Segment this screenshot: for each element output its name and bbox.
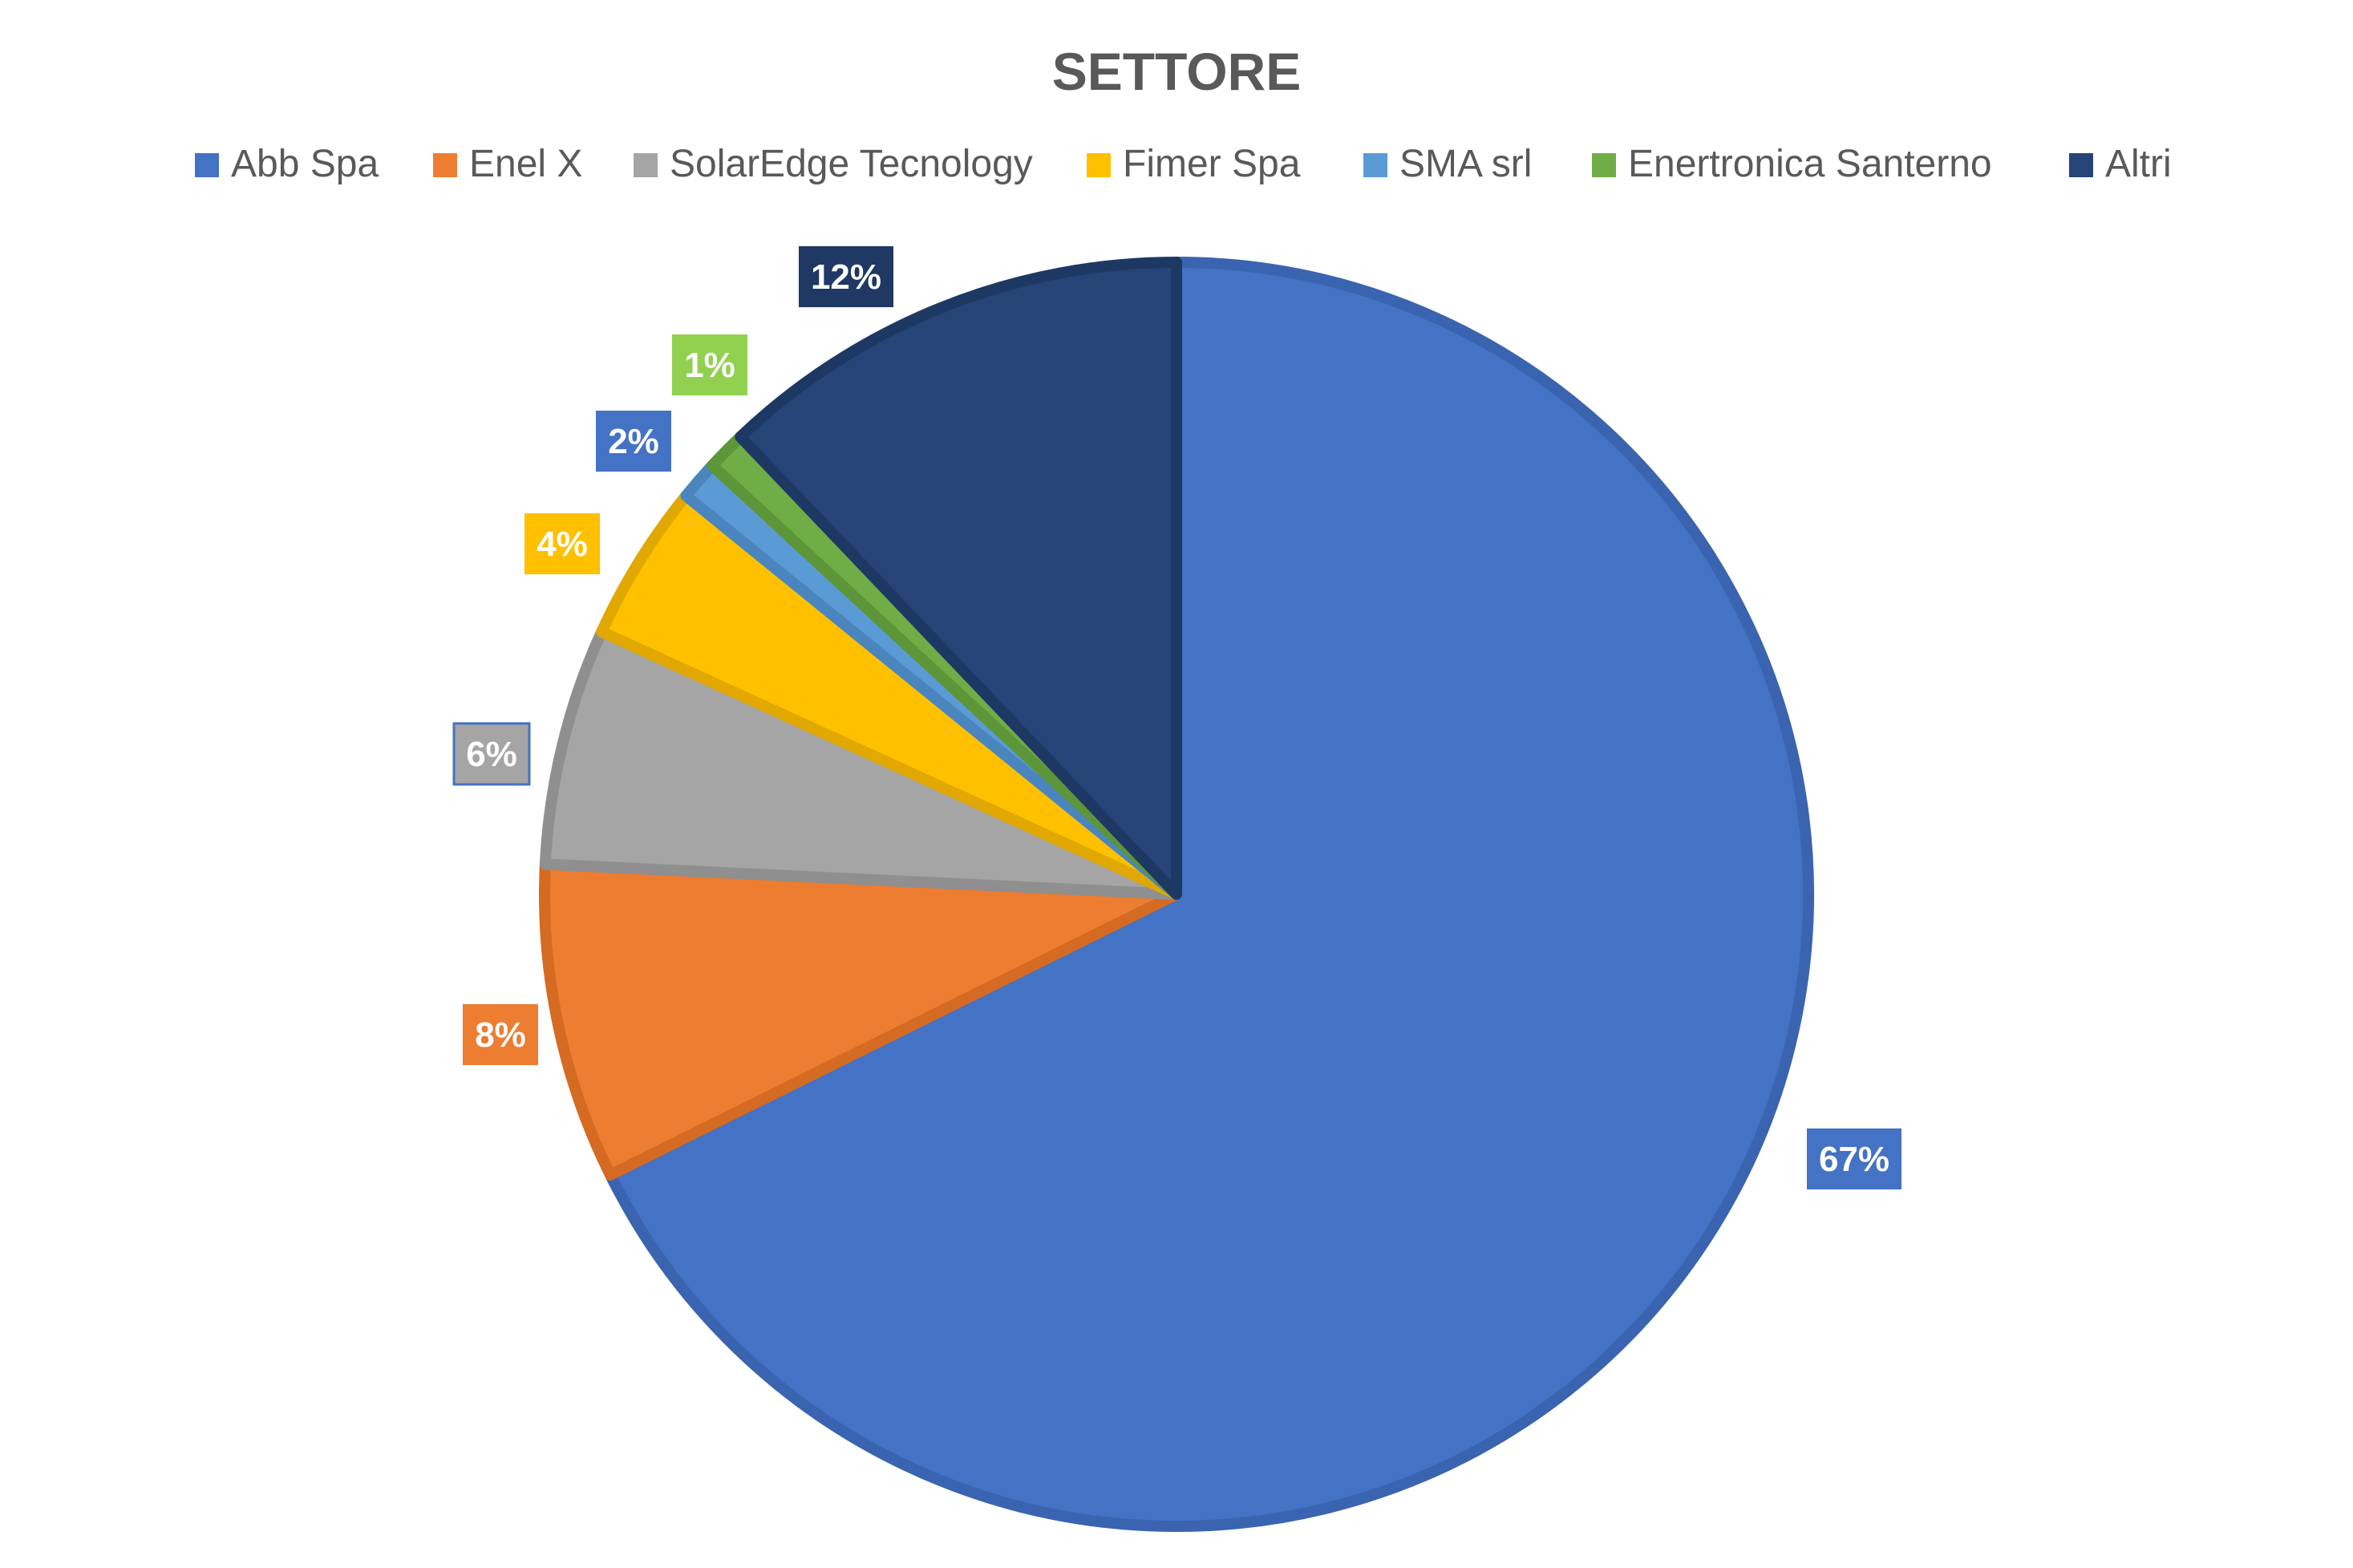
data-label-altri: 12%	[799, 246, 893, 307]
legend-swatch	[195, 153, 219, 177]
legend-entry-altri: Altri	[2069, 143, 2172, 185]
legend-entry-enertronica-santerno: Enertronica Santerno	[1592, 143, 1992, 185]
legend-swatch	[1087, 153, 1111, 177]
legend-label: Abb Spa	[231, 143, 379, 185]
legend-swatch	[433, 153, 457, 177]
legend-entry-abb-spa: Abb Spa	[195, 143, 379, 185]
legend-label: Altri	[2105, 143, 2172, 185]
legend-label: Fimer Spa	[1123, 143, 1301, 185]
data-label-sma-srl: 2%	[596, 411, 671, 472]
data-label-text: 1%	[684, 346, 735, 385]
data-label-text: 8%	[475, 1015, 526, 1055]
legend-label: Enertronica Santerno	[1628, 143, 1992, 185]
chart-title: SETTORE	[1052, 42, 1302, 101]
data-label-abb-spa: 67%	[1807, 1128, 1901, 1189]
legend-swatch	[1592, 153, 1616, 177]
data-label-box	[452, 722, 531, 786]
pie-slices	[539, 257, 1814, 1532]
legend-label: SMA srl	[1399, 143, 1532, 185]
legend-swatch	[1363, 153, 1387, 177]
legend-entry-solaredge-tecnology: SolarEdge Tecnology	[634, 143, 1033, 185]
data-label-text: 2%	[608, 422, 659, 461]
pie-slice-solaredge-tecnology	[539, 626, 1182, 900]
legend-label: SolarEdge Tecnology	[670, 143, 1033, 185]
data-label-box	[672, 334, 747, 395]
data-label-box	[524, 513, 600, 574]
data-labels: 67% 8% 6% 4% 2% 1% 12%	[452, 246, 1901, 1189]
legend-entry-enel-x: Enel X	[433, 143, 582, 185]
data-label-box	[596, 411, 671, 472]
data-label-text: 6%	[466, 735, 517, 774]
data-label-enertronica-santerno: 1%	[672, 334, 747, 395]
data-label-solaredge-tecnology: 6%	[452, 722, 531, 786]
legend-entry-fimer-spa: Fimer Spa	[1087, 143, 1301, 185]
pie-slice-abb-spa	[604, 257, 1814, 1532]
data-label-text: 4%	[537, 525, 588, 564]
data-label-text: 12%	[811, 257, 881, 297]
data-label-text: 67%	[1819, 1140, 1889, 1179]
pie-slice-enel-x	[539, 858, 1182, 1181]
legend-entry-sma-srl: SMA srl	[1363, 143, 1532, 185]
legend-swatch	[634, 153, 658, 177]
data-label-fimer-spa: 4%	[524, 513, 600, 574]
legend: Abb Spa Enel X SolarEdge Tecnology Fimer Sp…	[195, 143, 2172, 185]
data-label-box	[1807, 1128, 1901, 1189]
legend-swatch	[2069, 153, 2093, 177]
legend-label: Enel X	[469, 143, 582, 185]
data-label-box	[799, 246, 893, 307]
data-label-enel-x: 8%	[463, 1004, 538, 1065]
data-label-box	[463, 1004, 538, 1065]
pie-slice-altri	[735, 257, 1182, 900]
